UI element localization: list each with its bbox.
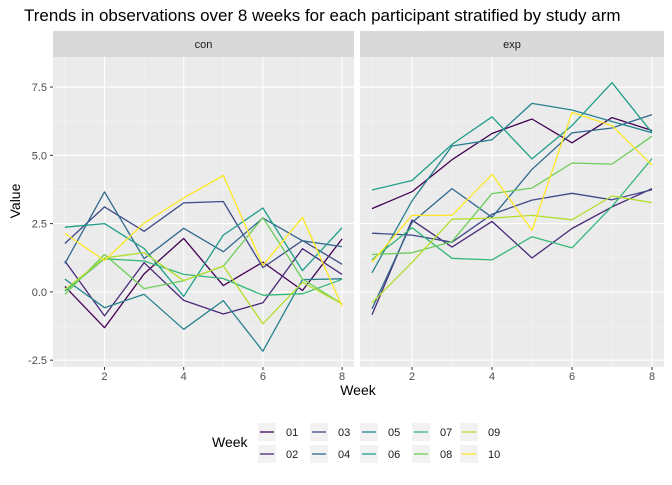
panel-con: con 2 4 6 8 -2.5 0.0 2.5 5.0 7.5 bbox=[28, 31, 354, 383]
legend-label: 09 bbox=[488, 427, 500, 439]
x-axis-label: Week bbox=[340, 382, 377, 398]
series-line-exp-08 bbox=[371, 135, 653, 256]
facet-label-exp: exp bbox=[503, 39, 521, 51]
legend-item-02: 02 bbox=[258, 445, 298, 463]
series-line-con-02 bbox=[64, 248, 343, 317]
legend-item-04: 04 bbox=[310, 445, 350, 463]
series-line-con-04 bbox=[64, 191, 343, 264]
x-tick-label: 2 bbox=[101, 371, 107, 383]
facet-strip-exp bbox=[360, 31, 664, 57]
x-tick-label: 6 bbox=[260, 371, 266, 383]
legend: Week 01 02 03 04 05 06 07 08 09 10 bbox=[212, 423, 500, 463]
legend-item-10: 10 bbox=[460, 445, 500, 463]
series-line-exp-03 bbox=[371, 189, 653, 243]
chart-title: Trends in observations over 8 weeks for … bbox=[24, 6, 621, 25]
series-line-con-01 bbox=[64, 237, 343, 329]
series-line-exp-04 bbox=[371, 113, 653, 310]
legend-label: 04 bbox=[338, 449, 350, 461]
y-axis-label: Value bbox=[7, 183, 23, 218]
series-line-con-10 bbox=[64, 174, 343, 307]
legend-item-06: 06 bbox=[360, 445, 400, 463]
y-tick-label: 0.0 bbox=[32, 287, 47, 299]
y-tick-label: 5.0 bbox=[32, 150, 47, 162]
series-line-con-05 bbox=[64, 278, 343, 352]
panels: con 2 4 6 8 -2.5 0.0 2.5 5.0 7.5 exp 2 4 6 8 bbox=[28, 31, 664, 383]
series-line-exp-07 bbox=[371, 158, 653, 261]
y-tick-label: -2.5 bbox=[28, 355, 47, 367]
x-tick-label: 4 bbox=[181, 371, 187, 383]
legend-label: 08 bbox=[440, 449, 452, 461]
legend-item-07: 07 bbox=[412, 423, 452, 441]
legend-label: 10 bbox=[488, 449, 500, 461]
legend-label: 01 bbox=[286, 427, 298, 439]
x-tick-label: 8 bbox=[649, 371, 655, 383]
x-tick-label: 4 bbox=[489, 371, 495, 383]
legend-label: 03 bbox=[338, 427, 350, 439]
y-tick-label: 7.5 bbox=[32, 82, 47, 94]
facet-label-con: con bbox=[195, 39, 213, 51]
legend-label: 05 bbox=[388, 427, 400, 439]
legend-title: Week bbox=[212, 434, 249, 450]
y-tick-label: 2.5 bbox=[32, 219, 47, 231]
x-tick-label: 8 bbox=[339, 371, 345, 383]
x-tick-label: 2 bbox=[409, 371, 415, 383]
series-line-exp-05 bbox=[371, 102, 653, 274]
facet-strip-con bbox=[53, 31, 354, 57]
panel-exp: exp 2 4 6 8 bbox=[360, 31, 664, 383]
series-line-con-03 bbox=[64, 200, 343, 269]
series-line-exp-02 bbox=[371, 188, 653, 316]
legend-item-08: 08 bbox=[412, 445, 452, 463]
legend-label: 07 bbox=[440, 427, 452, 439]
legend-label: 06 bbox=[388, 449, 400, 461]
series-line-con-06 bbox=[64, 207, 343, 297]
legend-item-01: 01 bbox=[258, 423, 298, 441]
x-tick-label: 6 bbox=[569, 371, 575, 383]
series-line-con-09 bbox=[64, 251, 343, 325]
legend-item-09: 09 bbox=[460, 423, 500, 441]
panel-background-exp bbox=[360, 57, 664, 367]
legend-item-03: 03 bbox=[310, 423, 350, 441]
legend-item-05: 05 bbox=[360, 423, 400, 441]
series-line-exp-09 bbox=[371, 195, 653, 304]
series-line-exp-06 bbox=[371, 82, 653, 191]
series-line-exp-01 bbox=[371, 116, 653, 210]
legend-label: 02 bbox=[286, 449, 298, 461]
series-line-exp-10 bbox=[371, 111, 653, 263]
series-line-con-07 bbox=[64, 258, 343, 296]
